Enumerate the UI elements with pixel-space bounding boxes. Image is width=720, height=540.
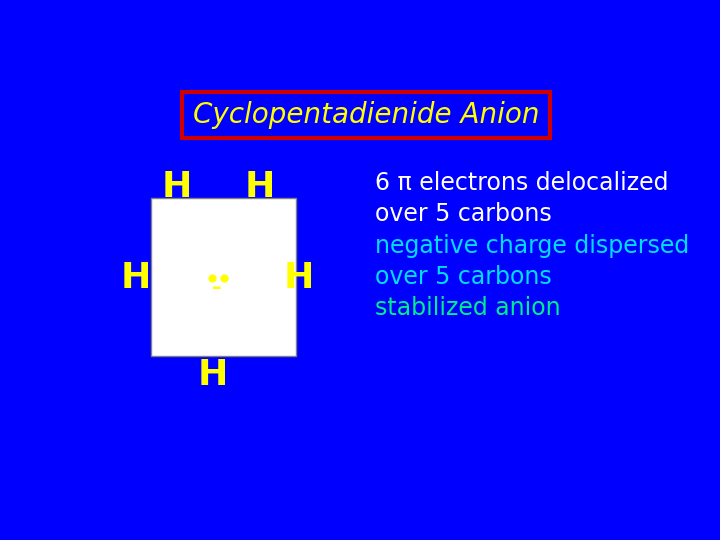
Text: H: H [245, 171, 275, 205]
Text: H: H [120, 261, 151, 295]
FancyBboxPatch shape [182, 92, 550, 138]
Text: Cyclopentadienide Anion: Cyclopentadienide Anion [193, 100, 539, 129]
Text: negative charge dispersed: negative charge dispersed [374, 234, 689, 258]
Text: –: – [212, 278, 222, 297]
Text: H: H [284, 261, 315, 295]
Text: over 5 carbons: over 5 carbons [374, 202, 552, 226]
Text: H: H [161, 171, 192, 205]
Text: 6 π electrons delocalized: 6 π electrons delocalized [374, 171, 668, 195]
Bar [151, 198, 297, 356]
Text: over 5 carbons: over 5 carbons [374, 265, 552, 289]
Text: H: H [197, 357, 228, 392]
Text: stabilized anion: stabilized anion [374, 296, 560, 320]
